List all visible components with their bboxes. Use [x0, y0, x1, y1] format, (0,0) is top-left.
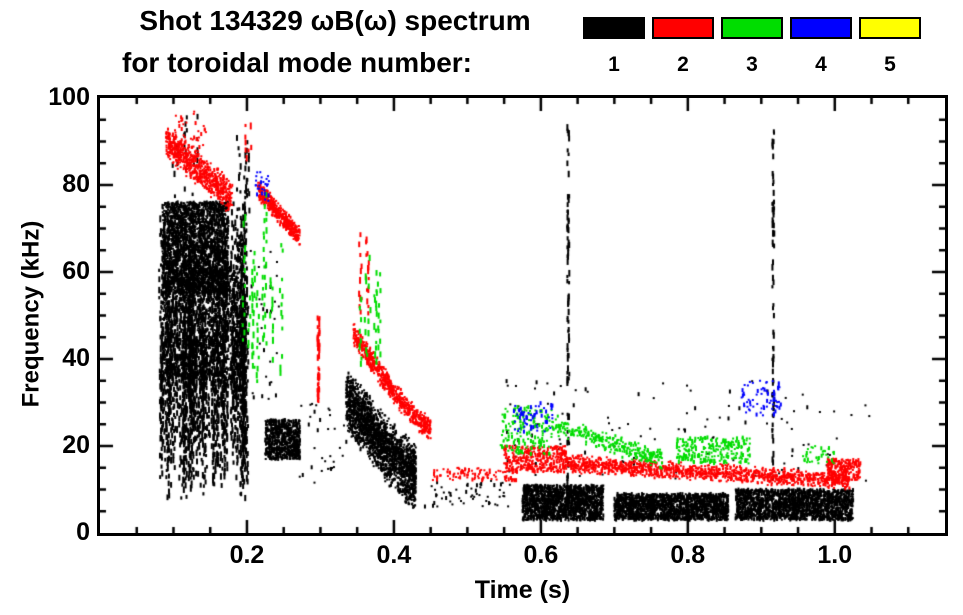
legend-number-1: 1 — [608, 53, 620, 76]
x-tick-label: 1.0 — [817, 541, 853, 569]
y-tick-label: 80 — [62, 170, 90, 198]
legend-swatch-mode-3 — [721, 17, 783, 39]
legend-mode-numbers: 1 2 3 4 5 — [583, 53, 921, 77]
y-axis-label: Frequency (kHz) — [17, 220, 45, 408]
y-tick-label: 0 — [76, 518, 90, 546]
legend-swatch-mode-4 — [790, 17, 852, 39]
legend-swatch-mode-1 — [583, 17, 645, 39]
legend-number-2: 2 — [677, 53, 689, 76]
figure-title: Shot 134329 ωB(ω) spectrum — [139, 5, 531, 36]
figure-subtitle: for toroidal mode number: — [122, 47, 472, 78]
x-tick-label: 0.4 — [376, 541, 412, 569]
legend-swatches — [583, 17, 921, 39]
y-tick-label: 40 — [62, 344, 90, 372]
legend-number-3: 3 — [746, 53, 758, 76]
legend-number-4: 4 — [815, 53, 827, 76]
spectrum-plot-canvas — [100, 98, 945, 533]
legend-swatch-mode-2 — [652, 17, 714, 39]
x-tick-label: 0.6 — [523, 541, 559, 569]
x-tick-label: 0.2 — [229, 541, 265, 569]
legend-number-5: 5 — [884, 53, 896, 76]
y-tick-label: 60 — [62, 257, 90, 285]
x-tick-label: 0.8 — [670, 541, 706, 569]
y-tick-label: 100 — [48, 83, 90, 111]
y-tick-label: 20 — [62, 431, 90, 459]
legend-swatch-mode-5 — [859, 17, 921, 39]
plot-frame — [97, 95, 948, 536]
x-axis-label: Time (s) — [474, 576, 571, 604]
